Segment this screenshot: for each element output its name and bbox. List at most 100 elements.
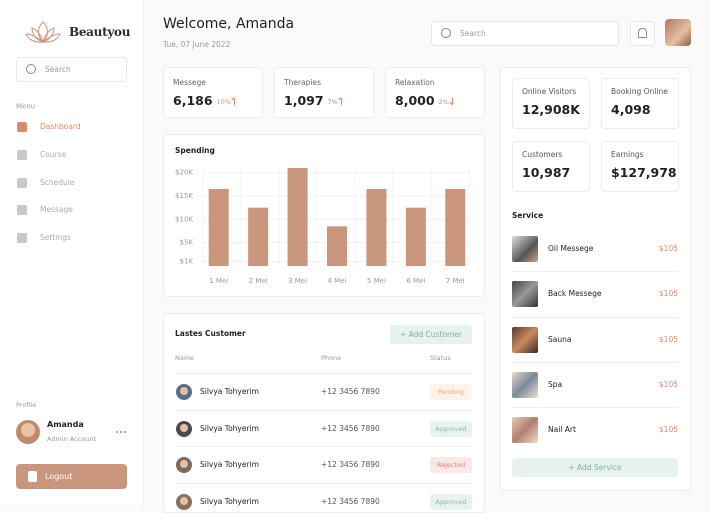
- stat-change: 10%: [216, 97, 231, 106]
- welcome-title: Welcome, Amanda: [163, 15, 295, 32]
- column-header: Status: [430, 353, 451, 362]
- status-label: Approved: [435, 497, 467, 506]
- add-service-label: + Add Service: [568, 462, 622, 472]
- kpi-card: [512, 78, 590, 129]
- services-title: Service: [512, 211, 544, 221]
- row-divider: [175, 373, 473, 374]
- stat-change: 7%: [327, 97, 338, 106]
- status-badge: [430, 420, 472, 437]
- kpi-label: Earnings: [611, 150, 644, 160]
- add-customer-button[interactable]: [390, 325, 472, 344]
- bar: [327, 226, 347, 266]
- kpi-label: Booking Online: [611, 87, 668, 97]
- kpi-value: 12,908K: [522, 101, 580, 117]
- menu-item[interactable]: Schedule: [40, 178, 75, 188]
- kpi-value: 4,098: [611, 101, 651, 117]
- header-date: Tue, 07 June 2022: [163, 40, 231, 50]
- x-tick-label: 4 Mei: [328, 277, 347, 285]
- customer-name: Silvya Tohyerim: [200, 423, 259, 433]
- status-label: Approved: [435, 424, 467, 433]
- stat-card: [274, 67, 374, 118]
- notification-button[interactable]: [630, 21, 655, 46]
- x-tick-label: 3 Mei: [288, 277, 307, 285]
- stat-label: Relaxation: [395, 78, 435, 88]
- customer-face: [180, 423, 188, 432]
- bell-icon: [638, 28, 647, 38]
- customer-phone: +12 3456 7890: [321, 496, 380, 506]
- customers-title: Lastes Customer: [175, 329, 246, 339]
- service-image: [512, 371, 538, 398]
- more-dots[interactable]: [116, 431, 126, 433]
- stat-arrow: [340, 98, 342, 105]
- customer-name: Silvya Tohyerim: [200, 387, 259, 397]
- service-name: Sauna: [548, 334, 572, 344]
- customer-phone: +12 3456 7890: [321, 423, 380, 433]
- status-label: Rejected: [436, 460, 466, 469]
- service-divider: [512, 407, 678, 409]
- customer-face: [180, 460, 188, 468]
- stat-label: Therapies: [284, 78, 321, 88]
- customer-face: [180, 496, 188, 505]
- customer-phone: +12 3456 7890: [321, 460, 380, 470]
- bar: [208, 189, 229, 266]
- service-image: [512, 417, 538, 444]
- spending-chart: $20K $15K $10K $5K $1K 1 Mei 2 Mei 3 Mei 4 Mei 5 …: [175, 168, 470, 285]
- service-image: [512, 281, 538, 308]
- customer-face: [180, 387, 188, 395]
- menu-item[interactable]: Message: [40, 205, 73, 215]
- user-avatar[interactable]: [665, 19, 691, 46]
- bar: [366, 189, 387, 266]
- kpi-card: [601, 141, 679, 192]
- stat-value: 6,186: [173, 92, 213, 108]
- x-tick-label: 6 Mei: [406, 277, 425, 285]
- search-icon: [26, 64, 36, 74]
- service-price: $105: [658, 380, 678, 390]
- menu-item[interactable]: Dashboard: [40, 122, 81, 132]
- y-tick-label: $20K: [175, 169, 193, 177]
- kpi-card: [512, 141, 590, 192]
- menu-label: Menu: [16, 102, 36, 111]
- profile-name: Amanda: [47, 419, 84, 429]
- logout-label: Logout: [45, 471, 73, 481]
- service-price: $105: [658, 334, 678, 344]
- column-header: Name: [175, 353, 195, 362]
- kpi-card: [601, 78, 679, 129]
- service-name: Oil Messege: [548, 244, 594, 254]
- x-tick-label: 1 Mei: [209, 277, 228, 285]
- menu-item[interactable]: Course: [40, 150, 67, 160]
- stat-label: Messege: [173, 78, 206, 88]
- x-tick-label: 2 Mei: [249, 277, 268, 285]
- profile-label: Profile: [16, 400, 37, 409]
- menu-item[interactable]: Settings: [40, 233, 71, 243]
- status-label: Pending: [438, 387, 464, 396]
- row-divider: [175, 482, 473, 484]
- service-divider: [512, 271, 678, 273]
- status-badge: [430, 457, 472, 473]
- logo-icon: [25, 21, 61, 43]
- brand-name: Beautyou: [69, 25, 131, 40]
- add-customer-label: + Add Customer: [399, 329, 463, 339]
- header-search[interactable]: [431, 21, 619, 46]
- y-tick-label: $1K: [180, 257, 194, 265]
- stat-value: 1,097: [284, 92, 324, 108]
- bar: [287, 168, 308, 266]
- service-name: Spa: [548, 380, 563, 390]
- kpi-value: 10,987: [522, 164, 571, 180]
- service-divider: [512, 361, 678, 363]
- customer-phone: +12 3456 7890: [321, 387, 380, 397]
- search-icon: [441, 28, 451, 38]
- stat-arrow: [234, 98, 235, 105]
- bar: [405, 207, 426, 266]
- stat-card: [385, 67, 485, 118]
- row-divider: [175, 446, 473, 447]
- add-service-button[interactable]: [512, 458, 678, 477]
- customer-name: Silvya Tohyerim: [200, 460, 259, 470]
- profile-face: [21, 423, 35, 437]
- bar: [445, 189, 466, 266]
- x-tick-label: 7 Mei: [446, 277, 465, 285]
- logout-icon: [28, 471, 37, 482]
- search-placeholder: Search: [460, 29, 486, 39]
- menu-icon: [17, 122, 27, 132]
- customers-card: [163, 313, 485, 513]
